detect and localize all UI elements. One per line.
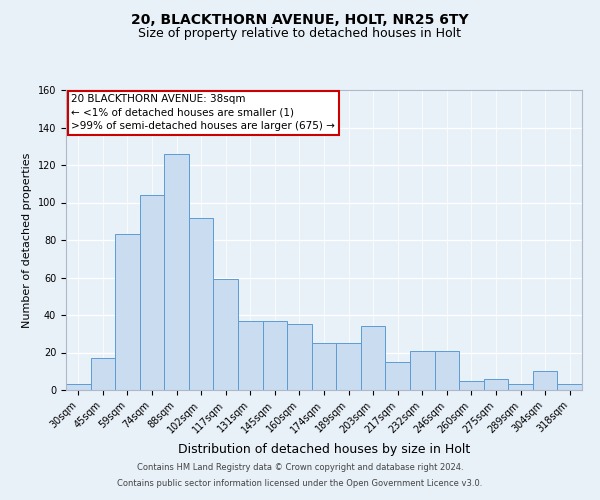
Bar [91,358,115,390]
Bar [238,320,263,390]
Bar [115,234,140,390]
Bar [189,218,214,390]
Bar [385,362,410,390]
Bar [214,280,238,390]
Bar [66,384,91,390]
Text: Size of property relative to detached houses in Holt: Size of property relative to detached ho… [139,28,461,40]
Bar [287,324,312,390]
Bar [361,326,385,390]
Bar [533,371,557,390]
Bar [508,384,533,390]
Bar [434,350,459,390]
Text: Contains public sector information licensed under the Open Government Licence v3: Contains public sector information licen… [118,478,482,488]
Bar [164,154,189,390]
Text: 20 BLACKTHORN AVENUE: 38sqm
← <1% of detached houses are smaller (1)
>99% of sem: 20 BLACKTHORN AVENUE: 38sqm ← <1% of det… [71,94,335,131]
Text: Contains HM Land Registry data © Crown copyright and database right 2024.: Contains HM Land Registry data © Crown c… [137,464,463,472]
Y-axis label: Number of detached properties: Number of detached properties [22,152,32,328]
Text: 20, BLACKTHORN AVENUE, HOLT, NR25 6TY: 20, BLACKTHORN AVENUE, HOLT, NR25 6TY [131,12,469,26]
Bar [410,350,434,390]
Bar [263,320,287,390]
Bar [484,379,508,390]
Bar [336,343,361,390]
Bar [140,195,164,390]
Bar [312,343,336,390]
X-axis label: Distribution of detached houses by size in Holt: Distribution of detached houses by size … [178,443,470,456]
Bar [459,380,484,390]
Bar [557,384,582,390]
